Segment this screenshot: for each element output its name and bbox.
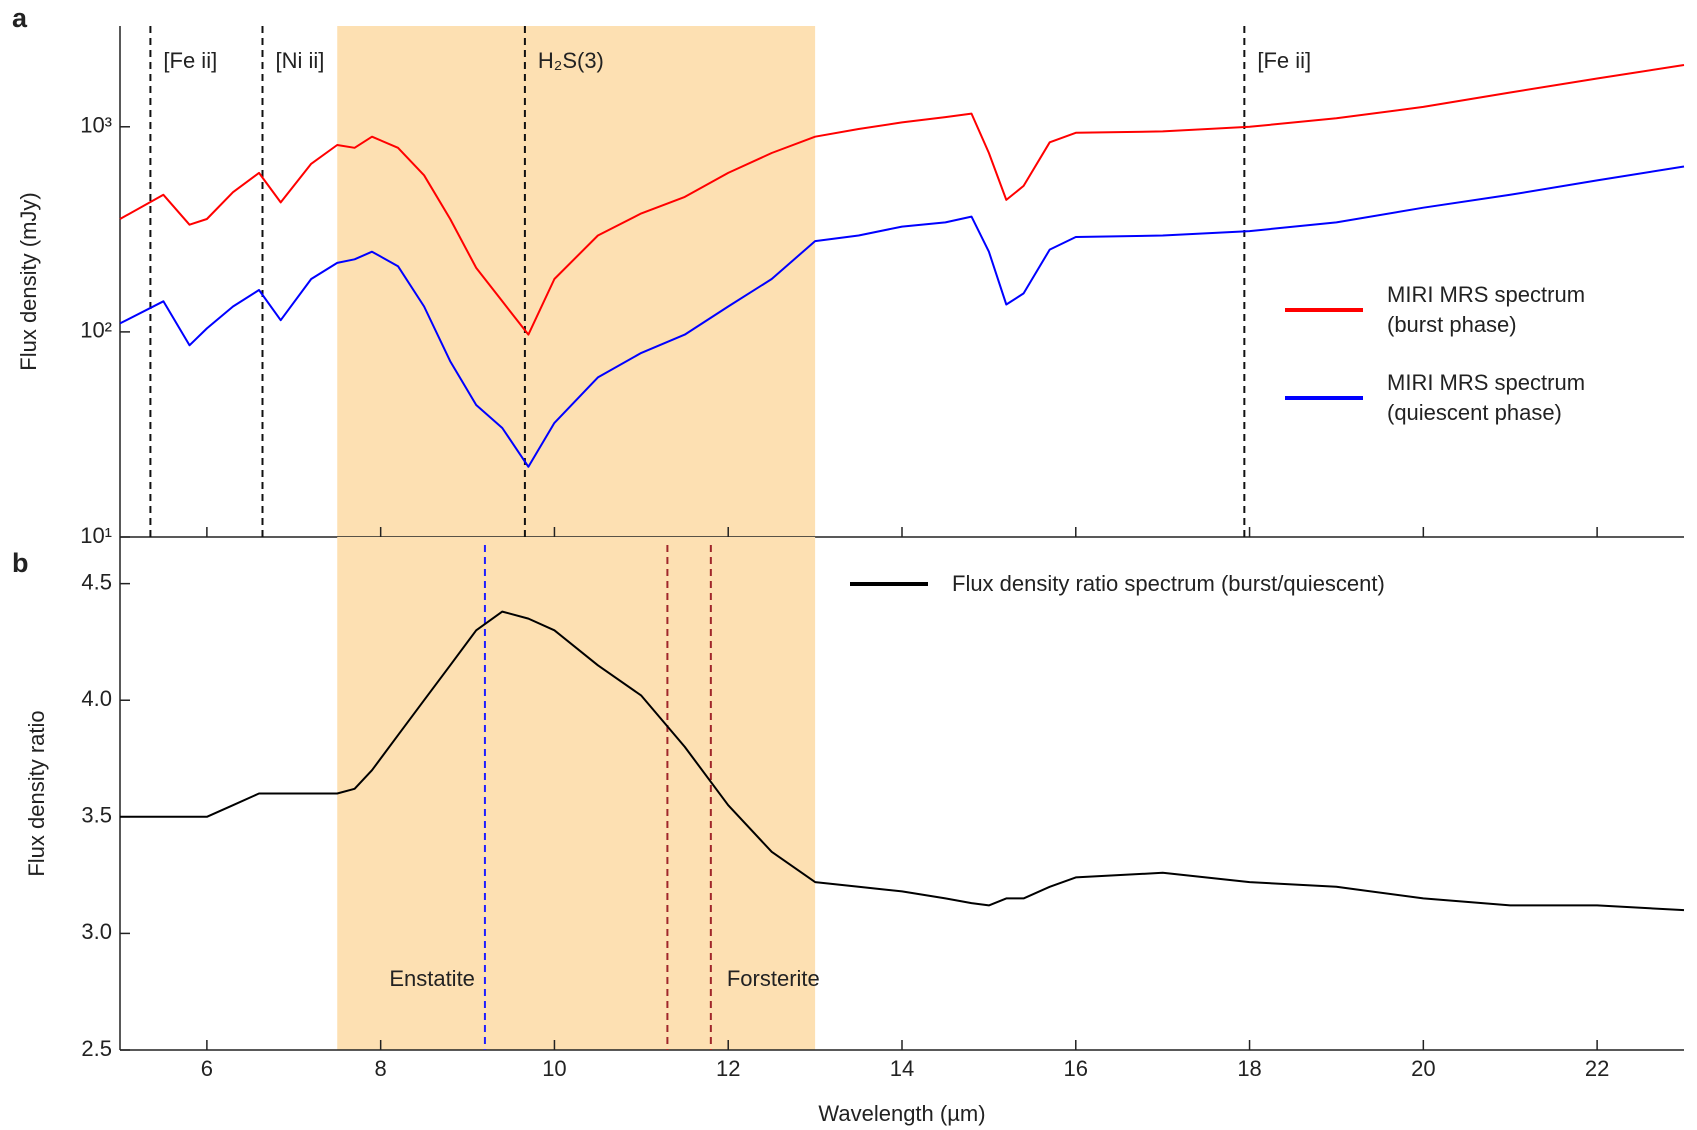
annotation-label: Enstatite bbox=[389, 966, 475, 991]
legend-entry: MIRI MRS spectrum (burst phase) bbox=[1285, 280, 1627, 340]
legend-entry: MIRI MRS spectrum (quiescent phase) bbox=[1285, 368, 1627, 428]
y-tick-label: 3.0 bbox=[81, 919, 112, 944]
x-tick-label: 20 bbox=[1411, 1056, 1435, 1081]
y-tick-label: 3.5 bbox=[81, 803, 112, 828]
legend-entry: Flux density ratio spectrum (burst/quies… bbox=[850, 569, 1385, 599]
data-line bbox=[119, 165, 1685, 468]
x-tick-label: 22 bbox=[1585, 1056, 1609, 1081]
x-axis-title: Wavelength (µm) bbox=[818, 1101, 985, 1126]
panel-label: b bbox=[12, 548, 29, 578]
x-tick-label: 10 bbox=[542, 1056, 566, 1081]
annotation-label: [Fe ii] bbox=[163, 48, 217, 73]
y-axis-title: Flux density ratio bbox=[24, 710, 49, 876]
annotation-label: [Fe ii] bbox=[1257, 48, 1311, 73]
x-tick-label: 16 bbox=[1064, 1056, 1088, 1081]
legend-label: MIRI MRS spectrum (burst phase) bbox=[1387, 282, 1586, 337]
highlight-band bbox=[337, 537, 816, 1050]
legend-swatch bbox=[1285, 308, 1363, 312]
highlight-band bbox=[337, 26, 816, 537]
data-line bbox=[120, 610, 1685, 912]
y-tick-label: 10¹ bbox=[80, 523, 112, 548]
y-tick-label: 10³ bbox=[80, 113, 112, 138]
x-tick-label: 8 bbox=[375, 1056, 387, 1081]
y-tick-label: 10² bbox=[80, 318, 112, 343]
data-line bbox=[119, 64, 1685, 336]
y-tick-label: 4.0 bbox=[81, 686, 112, 711]
annotation-label: H₂S(3) bbox=[538, 48, 604, 73]
x-tick-label: 14 bbox=[890, 1056, 914, 1081]
legend-label: MIRI MRS spectrum (quiescent phase) bbox=[1387, 370, 1586, 425]
x-tick-label: 18 bbox=[1237, 1056, 1261, 1081]
annotation-label: [Ni ii] bbox=[275, 48, 324, 73]
x-tick-label: 6 bbox=[201, 1056, 213, 1081]
legend-swatch bbox=[850, 582, 928, 586]
panel-label: a bbox=[12, 3, 28, 33]
y-axis-title: Flux density (mJy) bbox=[16, 192, 41, 370]
legend-label: Flux density ratio spectrum (burst/quies… bbox=[952, 571, 1385, 596]
y-tick-label: 4.5 bbox=[81, 569, 112, 594]
y-tick-label: 2.5 bbox=[81, 1036, 112, 1061]
x-tick-label: 12 bbox=[716, 1056, 740, 1081]
annotation-label: Forsterite bbox=[727, 966, 820, 991]
legend-swatch bbox=[1285, 396, 1363, 400]
